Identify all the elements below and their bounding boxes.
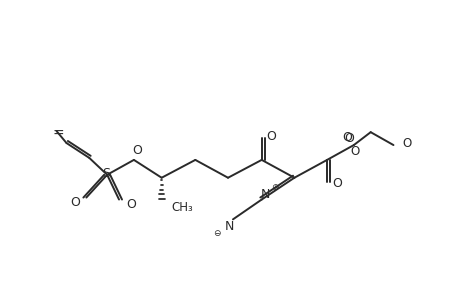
Text: O: O [331, 177, 341, 190]
Text: ⊖: ⊖ [213, 229, 220, 238]
Text: O: O [349, 146, 358, 158]
Text: N: N [224, 220, 233, 233]
Text: O: O [402, 136, 411, 150]
Text: =: = [53, 127, 64, 141]
Text: S: S [102, 167, 110, 180]
Text: O: O [70, 196, 80, 209]
Text: O: O [132, 145, 141, 158]
Text: O: O [266, 130, 276, 142]
Text: O: O [341, 130, 351, 144]
Text: O: O [343, 132, 353, 145]
Text: O: O [126, 198, 135, 211]
Text: N: N [260, 188, 270, 201]
Text: ⊕: ⊕ [270, 183, 278, 192]
Text: CH₃: CH₃ [171, 201, 193, 214]
